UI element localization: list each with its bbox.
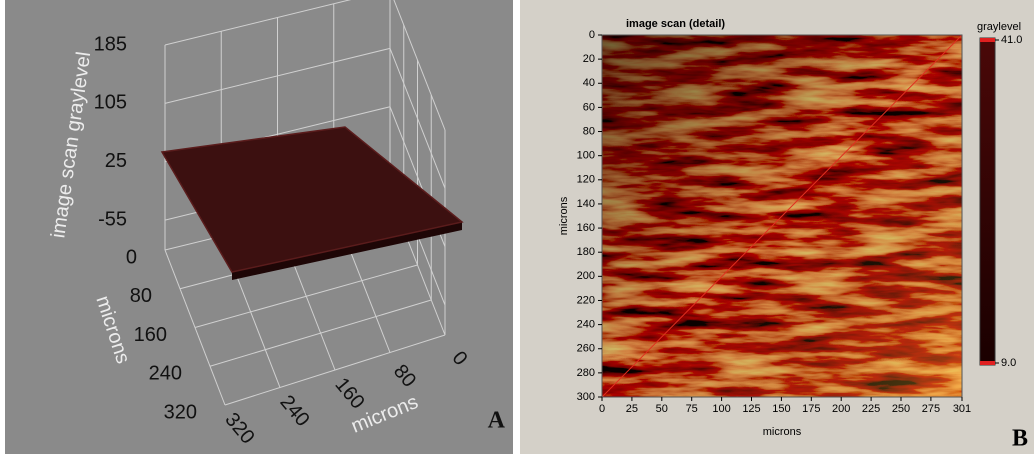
surface — [160, 126, 464, 273]
y-tick-label: 260 — [577, 343, 595, 355]
colorbar — [979, 37, 996, 366]
y-tick-label: 140 — [577, 198, 595, 210]
grid-line — [164, 0, 352, 46]
z-tick-label: 185 — [94, 33, 127, 55]
colorbar-marker — [980, 38, 995, 42]
grid-line — [393, 0, 446, 131]
y-tick-label: 80 — [130, 285, 152, 307]
grid-line — [389, 48, 446, 189]
z-tick-label: 25 — [105, 150, 127, 172]
y-tick-label: 160 — [577, 222, 595, 234]
y-tick-label: 20 — [583, 53, 595, 65]
x-tick-label: 200 — [832, 403, 850, 415]
y-tick-label: 240 — [149, 363, 182, 385]
grid-line — [194, 264, 418, 328]
z-tick-label: 105 — [94, 92, 127, 114]
y-tick-label: 300 — [577, 391, 595, 403]
x-tick-label: 250 — [892, 403, 910, 415]
chart-title: image scan (detail) — [626, 18, 725, 30]
x-tick-label: 150 — [772, 403, 790, 415]
x-tick-label: 225 — [862, 403, 880, 415]
x-tick-label: 25 — [626, 403, 638, 415]
z-tick-label: -55 — [98, 208, 127, 230]
grid-line — [209, 299, 432, 367]
y-tick-label: 160 — [134, 324, 167, 346]
colorbar-tick-label: 9.0 — [1001, 357, 1016, 369]
y-tick-label: 240 — [577, 319, 595, 331]
y-tick-label: 0 — [589, 29, 595, 41]
y-tick-label: 0 — [126, 246, 137, 268]
x-tick-label: 301 — [953, 403, 971, 415]
x-tick-label: 75 — [686, 403, 698, 415]
x-tick-label: 175 — [802, 403, 820, 415]
y-tick-label: 100 — [577, 150, 595, 162]
x-axis-label: microns — [763, 426, 802, 438]
diagonal-line — [601, 34, 963, 398]
y-tick-label: 40 — [583, 77, 595, 89]
y-tick-label: 60 — [583, 101, 595, 113]
surface-side — [232, 222, 462, 280]
x-tick-label: 125 — [742, 403, 760, 415]
panel-b: image scan (detail) microns microns gray… — [520, 0, 1034, 454]
panel-label: B — [1012, 426, 1028, 452]
panel-label: A — [488, 408, 506, 434]
colorbar-marker — [980, 361, 995, 365]
y-tick-label: 80 — [583, 125, 595, 137]
y-tick-label: 200 — [577, 270, 595, 282]
grid-line — [224, 334, 446, 406]
y-tick-label: 280 — [577, 367, 595, 379]
x-tick-label: 275 — [922, 403, 940, 415]
y-axis-label: microns — [558, 196, 570, 235]
colorbar-tick-label: 41.0 — [1001, 34, 1022, 46]
x-tick-label: 50 — [656, 403, 668, 415]
plot-frame — [601, 34, 963, 398]
grid-line — [164, 47, 391, 104]
y-tick-label: 320 — [164, 401, 197, 423]
panel-a: image scan graylevel microns microns 080… — [5, 0, 513, 454]
y-tick-label: 220 — [577, 294, 595, 306]
y-tick-label: 120 — [577, 174, 595, 186]
x-tick-label: 0 — [599, 403, 605, 415]
colorbar-label: graylevel — [977, 21, 1021, 33]
x-tick-label: 100 — [712, 403, 730, 415]
y-tick-label: 180 — [577, 246, 595, 258]
